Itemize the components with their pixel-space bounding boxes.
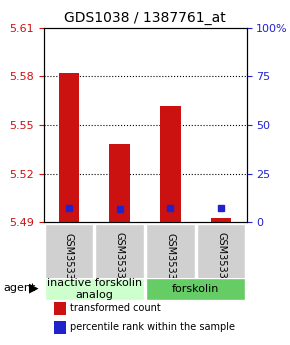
FancyBboxPatch shape <box>45 278 144 300</box>
Bar <box>59 73 79 223</box>
FancyBboxPatch shape <box>146 224 195 295</box>
FancyBboxPatch shape <box>45 224 93 295</box>
Text: GSM35336: GSM35336 <box>64 233 74 285</box>
Text: percentile rank within the sample: percentile rank within the sample <box>70 323 235 333</box>
Text: inactive forskolin
analog: inactive forskolin analog <box>47 278 142 300</box>
Text: ▶: ▶ <box>29 282 39 295</box>
FancyBboxPatch shape <box>146 278 245 300</box>
Bar <box>110 145 130 223</box>
Bar <box>54 321 66 334</box>
Text: GSM35334: GSM35334 <box>165 233 175 285</box>
Bar <box>211 218 231 223</box>
Text: forskolin: forskolin <box>172 284 220 294</box>
Bar <box>160 106 181 223</box>
Bar <box>54 302 66 315</box>
FancyBboxPatch shape <box>197 224 245 295</box>
Text: agent: agent <box>3 283 35 293</box>
FancyBboxPatch shape <box>95 224 144 295</box>
Text: GSM35335: GSM35335 <box>216 233 226 285</box>
Text: transformed count: transformed count <box>70 303 161 313</box>
Text: GSM35337: GSM35337 <box>115 233 125 285</box>
Title: GDS1038 / 1387761_at: GDS1038 / 1387761_at <box>64 11 226 25</box>
